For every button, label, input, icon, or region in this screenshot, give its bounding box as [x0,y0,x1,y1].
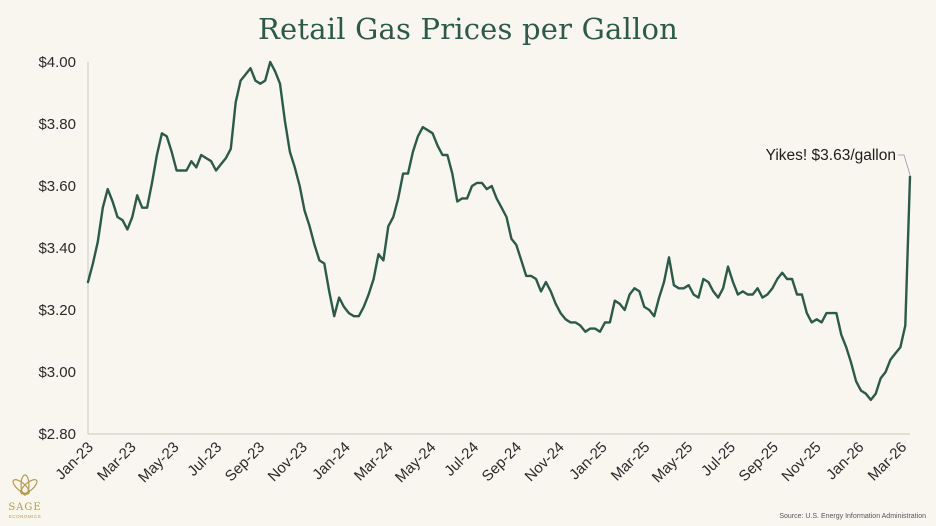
x-tick-label: Sep-23 [222,439,268,485]
y-tick-label: $4.00 [38,54,76,71]
plot-grid [87,62,910,435]
sage-leaf-logo-icon [12,474,38,496]
y-tick-label: $3.20 [38,302,76,319]
x-tick-label: Nov-25 [778,439,824,485]
x-tick-label: Mar-25 [608,439,654,485]
x-tick-label: Jan-23 [52,439,96,483]
x-tick-label: Sep-25 [736,439,782,485]
x-tick-label: Jan-25 [566,439,610,483]
source-note: Source: U.S. Energy Information Administ… [779,513,926,520]
x-tick-label: Mar-23 [94,439,140,485]
price-series-line [86,60,912,402]
x-tick-label: Mar-26 [865,439,911,485]
annotation-layer: Yikes! $3.63/gallon [766,147,911,175]
x-tick-label: May-23 [135,439,182,486]
y-tick-label: $3.80 [38,116,76,133]
y-tick-label: $2.80 [38,426,76,443]
x-tick-label: Jan-26 [823,439,867,483]
y-tick-label: $3.60 [38,178,76,195]
annotation-label: Yikes! $3.63/gallon [766,147,896,164]
x-tick-label: Jan-24 [309,439,353,483]
chart-title: Retail Gas Prices per Gallon [258,12,678,46]
x-tick-label: May-25 [649,439,696,486]
x-tick-label: Sep-24 [479,439,525,485]
y-axis: $2.80 $3.00 $3.20 $3.40 $3.60 $3.80 $4.00 [38,54,76,443]
x-tick-label: Nov-24 [522,439,568,485]
annotation-leader-line [898,154,911,175]
x-tick-label: Jul-24 [441,439,482,480]
y-tick-label: $3.00 [38,364,76,381]
logo-wordmark: SAGE [8,502,42,513]
x-tick-label: Mar-24 [351,439,397,485]
x-tick-label: May-24 [392,439,439,486]
x-tick-label: Nov-23 [265,439,311,485]
y-tick-label: $3.40 [38,240,76,257]
x-tick-label: Jul-23 [184,439,225,480]
logo-subtitle: ECONOMICS [8,514,42,519]
x-tick-label: Jul-25 [698,439,739,480]
series-layer [86,60,912,402]
